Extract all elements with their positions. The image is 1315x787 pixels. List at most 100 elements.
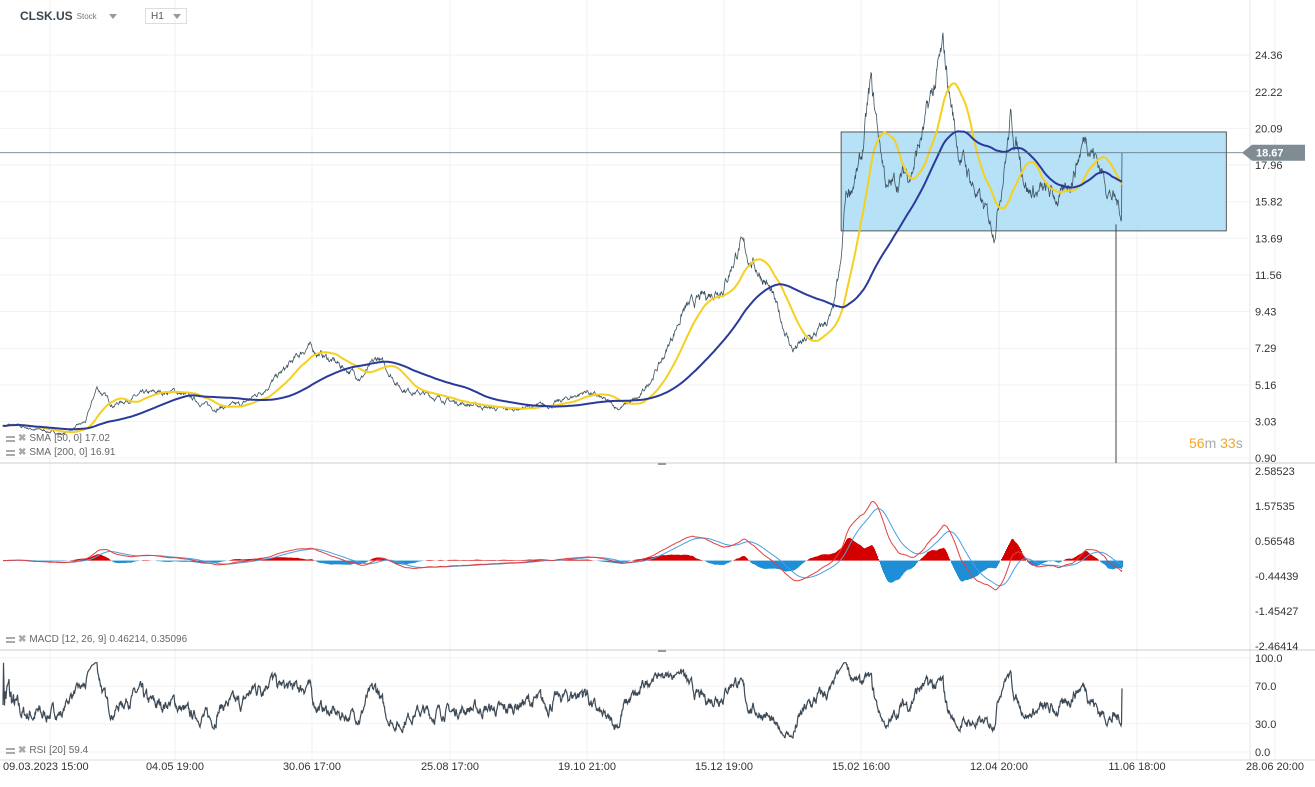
macd-histogram-bar xyxy=(654,556,656,561)
macd-histogram-bar xyxy=(715,560,717,565)
macd-histogram-bar xyxy=(475,559,477,561)
macd-histogram-bar xyxy=(173,560,175,562)
macd-histogram-bar xyxy=(164,560,166,562)
macd-histogram-bar xyxy=(346,560,348,565)
macd-histogram-bar xyxy=(1118,560,1120,569)
macd-histogram-bar xyxy=(750,560,752,563)
macd-histogram-bar xyxy=(274,557,276,561)
macd-histogram-bar xyxy=(339,560,341,565)
macd-histogram-bar xyxy=(193,560,195,563)
settings-icon[interactable] xyxy=(6,636,15,643)
macd-histogram-bar xyxy=(1020,548,1022,561)
time-axis-tick: 19.10 21:00 xyxy=(558,761,616,773)
macd-histogram-bar xyxy=(279,557,281,561)
legend-macd: ✖ MACD [12, 26, 9] 0.46214, 0.35096 xyxy=(6,634,187,645)
macd-histogram-bar xyxy=(361,560,363,564)
macd-axis-tick: -2.46414 xyxy=(1255,641,1298,653)
macd-histogram-bar xyxy=(44,560,46,562)
macd-histogram-bar xyxy=(682,554,684,561)
macd-histogram-bar xyxy=(60,560,62,562)
macd-histogram-bar xyxy=(482,560,484,561)
macd-histogram-bar xyxy=(874,548,876,561)
macd-histogram-bar xyxy=(171,560,173,562)
macd-histogram-bar xyxy=(190,560,192,562)
drawn-rectangle xyxy=(840,131,1227,232)
pane-resize-handle[interactable] xyxy=(658,650,666,652)
macd-histogram-bar xyxy=(338,560,340,565)
macd-histogram-bar xyxy=(1109,560,1111,569)
macd-histogram-bar xyxy=(453,559,455,561)
macd-histogram-bar xyxy=(738,558,740,561)
macd-histogram-bar xyxy=(873,547,875,561)
macd-histogram-bar xyxy=(923,556,925,561)
macd-histogram-bar xyxy=(716,560,718,565)
macd-histogram-bar xyxy=(870,545,872,561)
macd-histogram-bar xyxy=(740,557,742,561)
macd-histogram-bar xyxy=(367,560,369,562)
settings-icon[interactable] xyxy=(6,747,15,754)
time-axis-tick: 11.06 18:00 xyxy=(1108,761,1165,773)
macd-histogram-bar xyxy=(835,552,837,561)
macd-histogram-bar xyxy=(1064,559,1066,561)
macd-histogram-bar xyxy=(479,559,481,561)
macd-histogram-bar xyxy=(499,560,501,561)
macd-histogram-bar xyxy=(439,560,441,561)
macd-histogram-bar xyxy=(181,560,183,562)
settings-icon[interactable] xyxy=(6,435,15,442)
macd-histogram-bar xyxy=(900,560,902,578)
symbol-selector[interactable]: CLSK.US Stock xyxy=(20,9,117,23)
macd-histogram-bar xyxy=(609,560,611,563)
macd-histogram-bar xyxy=(528,559,530,561)
close-icon[interactable]: ✖ xyxy=(18,433,27,444)
macd-histogram-bar xyxy=(1061,560,1063,562)
macd-histogram-bar xyxy=(234,559,236,561)
macd-histogram-bar xyxy=(345,560,347,565)
macd-histogram-bar xyxy=(524,559,526,561)
macd-histogram-bar xyxy=(244,559,246,561)
time-axis-tick: 15.12 19:00 xyxy=(695,761,753,773)
macd-histogram-bar xyxy=(775,560,777,569)
macd-histogram-bar xyxy=(221,560,223,562)
pane-resize-handle[interactable] xyxy=(658,463,666,465)
close-icon[interactable]: ✖ xyxy=(18,447,27,458)
macd-histogram-bar xyxy=(753,560,755,565)
macd-histogram-bar xyxy=(864,548,866,561)
macd-histogram-bar xyxy=(243,559,245,561)
macd-histogram-bar xyxy=(188,560,190,562)
macd-histogram-bar xyxy=(658,555,660,561)
macd-histogram-bar xyxy=(296,557,298,561)
macd-histogram-bar xyxy=(174,560,176,562)
macd-histogram-bar xyxy=(935,550,937,561)
macd-histogram-bar xyxy=(209,560,211,563)
macd-histogram-bar xyxy=(980,560,982,573)
macd-histogram-bar xyxy=(941,548,943,561)
price-axis-tick: 7.29 xyxy=(1255,343,1276,355)
macd-histogram-bar xyxy=(324,560,326,564)
macd-histogram-bar xyxy=(608,560,610,563)
macd-histogram-bar xyxy=(537,559,539,561)
close-icon[interactable]: ✖ xyxy=(18,745,27,756)
macd-histogram-bar xyxy=(187,560,189,562)
macd-histogram-bar xyxy=(665,555,667,561)
settings-icon[interactable] xyxy=(6,449,15,456)
macd-histogram-bar xyxy=(605,560,607,562)
macd-histogram-bar xyxy=(1031,560,1033,566)
macd-histogram-bar xyxy=(121,560,123,563)
macd-histogram-bar xyxy=(607,560,609,563)
macd-histogram-bar xyxy=(1004,553,1006,561)
macd-histogram-bar xyxy=(371,559,373,561)
macd-histogram-bar xyxy=(1067,558,1069,561)
macd-histogram-bar xyxy=(861,546,863,561)
close-icon[interactable]: ✖ xyxy=(18,634,27,645)
macd-histogram-bar xyxy=(344,560,346,565)
legend-rsi: ✖ RSI [20] 59.4 xyxy=(6,745,88,756)
macd-histogram-bar xyxy=(462,560,464,561)
macd-histogram-bar xyxy=(217,560,219,563)
macd-histogram-bar xyxy=(162,560,164,562)
macd-histogram-bar xyxy=(944,548,946,561)
macd-histogram-bar xyxy=(335,560,337,565)
macd-histogram-bar xyxy=(989,560,991,569)
candle-countdown: 56m 33s xyxy=(1189,435,1243,451)
timeframe-select[interactable]: H1 xyxy=(145,8,187,24)
